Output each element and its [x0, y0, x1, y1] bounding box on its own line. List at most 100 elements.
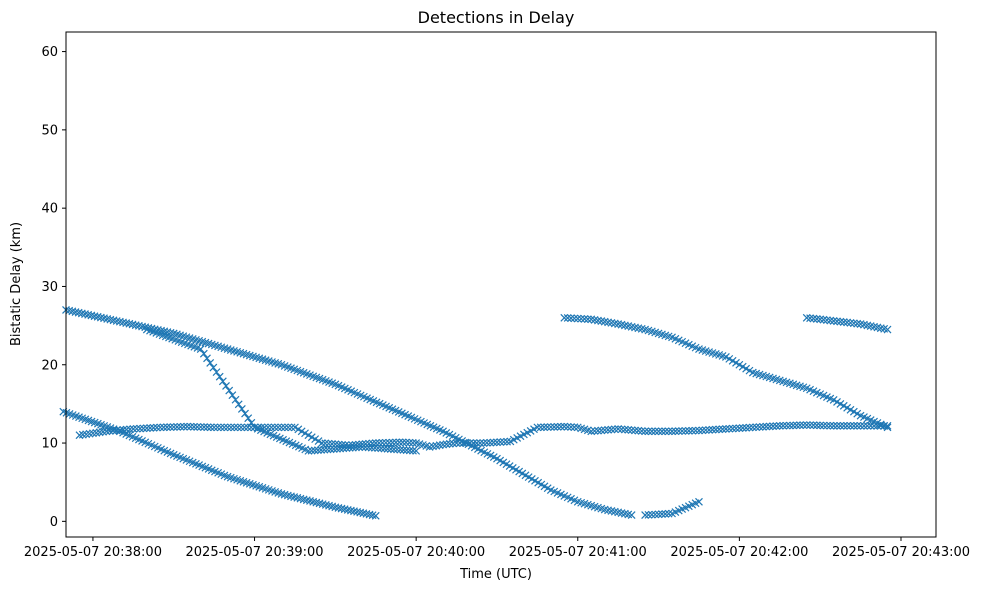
data-point: 2025-05-07T20:39:25.882Z	[320, 445, 329, 454]
data-point: 2025-05-07T20:41:28.750Z	[651, 427, 660, 436]
y-tick-label: 10	[41, 437, 58, 452]
data-point: 2025-05-07T20:41:51.250Z	[711, 425, 720, 434]
data-point: 2025-05-07T20:41:16.250Z	[617, 425, 626, 434]
data-point: 2025-05-07T20:38:33.750Z	[179, 422, 188, 431]
data-point: 2025-05-07T20:42:21.250Z	[792, 421, 801, 430]
data-point: 2025-05-07T20:41:26.250Z	[644, 510, 653, 519]
data-point: 2025-05-07T20:40:11.250Z	[442, 440, 451, 449]
data-point: 2025-05-07T20:41:13.750Z	[610, 425, 619, 434]
x-axis-label: Time (UTC)	[459, 567, 532, 582]
data-point: 2025-05-07T20:41:03.750Z	[583, 315, 592, 324]
data-point: 2025-05-07T20:39:13.750Z	[287, 423, 296, 432]
data-point: 2025-05-07T20:39:06.250Z	[267, 423, 276, 432]
data-point: 2025-05-07T20:39:56.470Z	[402, 446, 411, 455]
data-point: 2025-05-07T20:42:02.500Z	[742, 423, 751, 432]
data-point: 2025-05-07T20:38:13.750Z	[126, 425, 134, 434]
data-point: 2025-05-07T20:41:37.500Z	[674, 427, 683, 436]
data-point: 2025-05-07 20:42:35, 25.6	[829, 316, 838, 325]
data-point: 2025-05-07T20:41:10.000Z	[600, 426, 609, 435]
data-point: 2025-05-07T20:38:40.000Z	[196, 423, 205, 431]
data-point: 2025-05-07T20:42:40.000Z	[843, 318, 852, 327]
y-tick-label: 50	[41, 123, 58, 138]
data-point: 2025-05-07T20:38:56.250Z	[240, 423, 249, 432]
data-point: 2025-05-07T20:40:27.500Z	[486, 438, 495, 447]
data-point: 2025-05-07T20:41:32.500Z	[661, 509, 670, 518]
data-point: 2025-05-07T20:39:35.769Z	[346, 506, 355, 515]
data-point: 2025-05-07T20:41:50.000Z	[708, 425, 717, 434]
data-point: 2025-05-07T20:41:17.500Z	[620, 425, 629, 434]
data-point: 2025-05-07T20:39:45.882Z	[374, 444, 383, 453]
data-point: 2025-05-07T20:39:21.176Z	[307, 446, 316, 455]
plot-area-frame	[65, 31, 937, 538]
data-point: 2025-05-07T20:41:32.500Z	[661, 427, 670, 436]
data-point: 2025-05-07T20:39:34.615Z	[343, 505, 352, 514]
data-point: 2025-05-07T20:39:31.153Z	[334, 503, 343, 512]
data-point: 2025-05-07T20:38:58.823Z	[247, 418, 256, 427]
data-point: 2025-05-07T20:39:38.076Z	[353, 507, 362, 516]
data-point: 2025-05-07T20:38:48.235Z	[218, 377, 227, 386]
data-point: 2025-05-07T20:38:45.882Z	[212, 368, 221, 377]
data-point: 2025-05-07T20:41:28.750Z	[651, 510, 660, 519]
data-point: 2025-05-07T20:38:43.750Z	[206, 423, 215, 432]
data-point: 2025-05-07T20:41:27.500Z	[647, 510, 656, 519]
data-point: 2025-05-07T20:38:52.941Z	[231, 395, 240, 404]
data-point: 2025-05-07T20:42:33.750Z	[826, 316, 835, 325]
data-point: 2025-05-07T20:42:23.750Z	[799, 421, 808, 430]
data-point: 2025-05-07T20:41:23.750Z	[637, 427, 646, 435]
data-point: 2025-05-07T20:39:12.500Z	[284, 423, 293, 432]
y-tick-label: 60	[41, 45, 58, 60]
data-point: 2025-05-07T20:38:49.411Z	[222, 382, 230, 390]
data-point: 2025-05-07 20:40:10, 9.8	[439, 440, 448, 449]
data-point: 2025-05-07 20:42:35, 12.2	[829, 421, 838, 430]
data-point: 2025-05-07T20:40:53.750Z	[557, 422, 565, 431]
data-point: 2025-05-07T20:39:47.058Z	[377, 444, 386, 453]
data-point: 2025-05-07T20:41:53.750Z	[718, 425, 727, 434]
data-point: 2025-05-07T20:39:48.750Z	[381, 438, 390, 447]
data-point: 2025-05-07T20:41:40.000Z	[681, 426, 690, 435]
data-point: 2025-05-07T20:38:18.750Z	[139, 424, 148, 433]
data-point: 2025-05-07T20:38:42.352Z	[203, 354, 211, 363]
data-point: 2025-05-07T20:40:46.250Z	[536, 423, 545, 432]
data-point: 2025-05-07 20:42:55, 12	[883, 423, 892, 432]
data-point: 2025-05-07T20:38:47.058Z	[215, 372, 224, 381]
data-point: 2025-05-07T20:39:11.250Z	[280, 423, 289, 432]
data-point: 2025-05-07 20:39:40, 9.5	[358, 443, 367, 451]
data-point: 2025-05-07T20:40:47.500Z	[540, 423, 549, 432]
data-point: 2025-05-07T20:39:41.538Z	[362, 509, 371, 518]
data-point: 2025-05-07T20:39:57.647Z	[405, 446, 414, 455]
data-point: 2025-05-07T20:41:08.750Z	[597, 426, 606, 435]
data-point: 2025-05-07T20:39:56.250Z	[402, 438, 410, 447]
data-point: 2025-05-07T20:41:38.750Z	[678, 427, 687, 435]
data-point: 2025-05-07T20:41:41.250Z	[684, 426, 693, 435]
data-point: 2025-05-07T20:38:48.750Z	[220, 423, 229, 432]
data-point: 2025-05-07T20:41:11.250Z	[604, 425, 612, 434]
data-point: 2025-05-07T20:41:01.250Z	[577, 314, 586, 323]
data-point: 2025-05-07T20:40:22.500Z	[472, 439, 481, 447]
data-point: 2025-05-07T20:38:41.250Z	[200, 423, 208, 432]
data-point: 2025-05-07T20:42:27.500Z	[809, 421, 818, 430]
data-point: 2025-05-07T20:41:43.750Z	[691, 426, 700, 435]
data-point: 2025-05-07 20:42:25, 26	[802, 313, 811, 322]
data-point: 2025-05-07 20:40:45, 12	[533, 423, 542, 432]
data-point: 2025-05-07 20:41:20, 0.8	[627, 511, 636, 520]
data-point: 2025-05-07T20:41:56.250Z	[725, 424, 734, 433]
data-point: 2025-05-07T20:42:42.500Z	[849, 421, 858, 430]
data-point: 2025-05-07T20:42:18.750Z	[785, 421, 794, 430]
data-point: 2025-05-07T20:42:40.000Z	[843, 421, 852, 430]
data-point: 2025-05-07T20:39:33.461Z	[340, 505, 349, 514]
data-point: 2025-05-07 20:41:45, 11.6	[695, 426, 703, 435]
data-point: 2025-05-07T20:39:52.500Z	[392, 438, 400, 447]
data-point: 2025-05-07T20:38:07.500Z	[109, 426, 118, 435]
data-point: 2025-05-07T20:38:37.500Z	[190, 422, 198, 431]
data-point: 2025-05-07T20:38:17.500Z	[136, 424, 144, 433]
y-tick-label: 30	[41, 280, 58, 295]
data-point: 2025-05-07T20:42:33.750Z	[826, 421, 835, 430]
data-point: 2025-05-07T20:38:38.750Z	[193, 422, 202, 431]
data-point: 2025-05-07T20:39:40.384Z	[359, 509, 368, 518]
data-point: 2025-05-07T20:41:31.250Z	[658, 510, 666, 519]
data-point: 2025-05-07T20:41:30.000Z	[654, 427, 663, 436]
data-point: 2025-05-07 20:42:55, 24.5	[883, 325, 892, 334]
data-point: 2025-05-07T20:38:52.500Z	[230, 423, 239, 432]
data-point: 2025-05-07 20:38:45, 12	[210, 423, 219, 432]
x-tick-label: 2025-05-07 20:41:00	[509, 545, 647, 560]
